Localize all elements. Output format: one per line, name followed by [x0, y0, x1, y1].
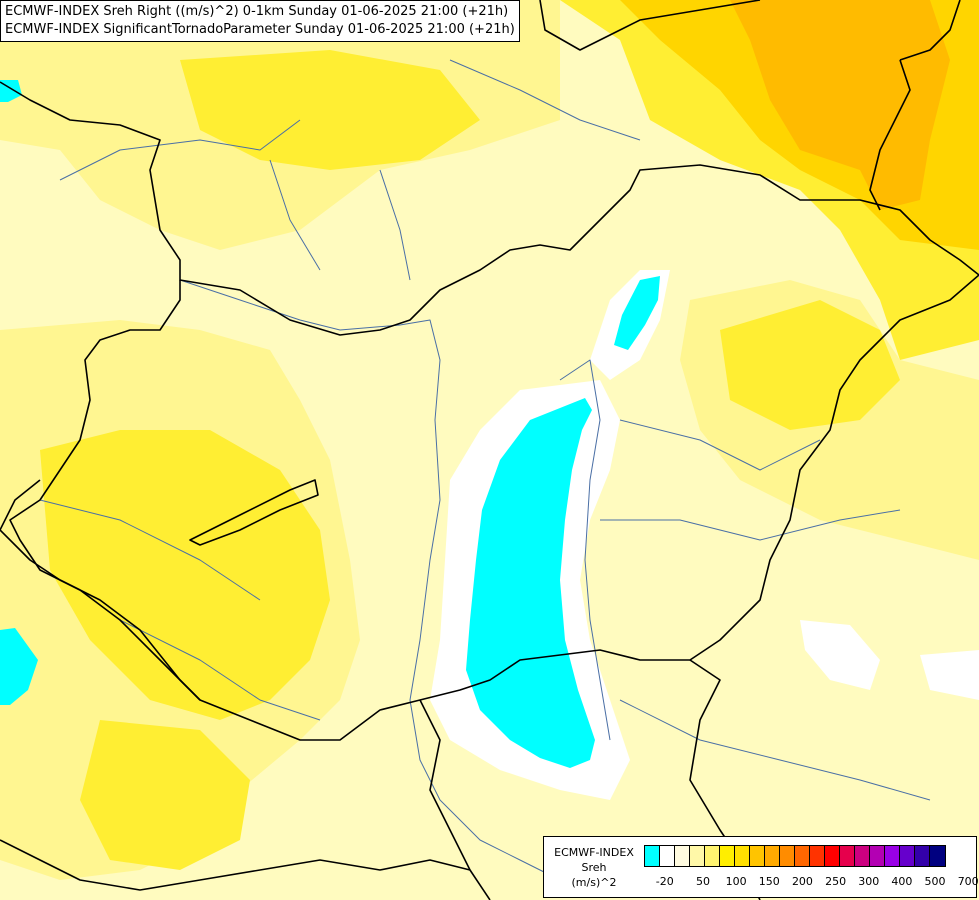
sreh-yellow-north: [180, 50, 480, 170]
legend-swatch-0: [645, 846, 660, 866]
river-north-1: [59, 119, 301, 181]
legend-source: ECMWF-INDEX: [554, 846, 634, 859]
legend-swatch-7: [750, 846, 765, 866]
sreh-orange-northeast: [730, 0, 950, 210]
legend-ticks: -20 50 100 150 200 250 300 400 500 700: [644, 875, 979, 889]
river-tisza: [559, 359, 611, 741]
border-south: [419, 699, 491, 900]
legend-tick-label: 500: [924, 875, 946, 888]
border-northeast: [869, 59, 911, 211]
legend-swatch-12: [825, 846, 840, 866]
border-west-southwest: [0, 529, 201, 701]
border-northeast-top: [899, 0, 961, 61]
border-hungary-south: [9, 274, 979, 741]
border-southwest: [0, 839, 471, 891]
legend-swatch-8: [765, 846, 780, 866]
river-north-4: [449, 59, 641, 141]
legend-swatch-13: [840, 846, 855, 866]
legend-swatch-18: [915, 846, 930, 866]
legend-tick-label: 300: [858, 875, 880, 888]
legend-tick-label: 50: [696, 875, 710, 888]
legend-tick-label: 100: [725, 875, 747, 888]
legend-unit: (m/s)^2: [571, 876, 617, 889]
river-south-1: [619, 699, 931, 801]
rivers: [39, 59, 931, 881]
sreh-yellow-southwest: [80, 720, 250, 870]
sreh-cyan-west: [0, 628, 38, 705]
legend-swatch-15: [870, 846, 885, 866]
river-east-2: [600, 509, 901, 541]
legend-swatch-16: [885, 846, 900, 866]
legend-swatch-2: [675, 846, 690, 866]
legend-swatch-1: [660, 846, 675, 866]
title-line-2: ECMWF-INDEX SignificantTornadoParameter …: [5, 22, 515, 37]
legend-label: ECMWF-INDEX Sreh (m/s)^2: [548, 845, 640, 890]
lake-balaton: [189, 479, 319, 546]
title-line-1: ECMWF-INDEX Sreh Right ((m/s)^2) 0-1km S…: [5, 4, 509, 19]
sreh-white-southeast: [800, 620, 880, 690]
legend-tick-label: 700: [957, 875, 979, 888]
river-west-1: [39, 499, 261, 601]
legend-colorbar: [644, 845, 946, 867]
river-danube: [179, 279, 561, 881]
legend-swatch-4: [705, 846, 720, 866]
legend-swatch-19: [930, 846, 945, 866]
map-title-box: ECMWF-INDEX Sreh Right ((m/s)^2) 0-1km S…: [0, 0, 520, 42]
legend-tick-label: 250: [825, 875, 847, 888]
legend-tick-label: 200: [791, 875, 813, 888]
legend-tick-label: -20: [655, 875, 674, 888]
legend-swatch-6: [735, 846, 750, 866]
border-west-edge: [0, 479, 41, 531]
legend-swatch-14: [855, 846, 870, 866]
river-north-2: [269, 159, 321, 271]
sreh-white-east-edge: [920, 650, 979, 700]
color-legend: ECMWF-INDEX Sreh (m/s)^2 -20 50 100 150 200 2…: [543, 836, 979, 898]
sreh-cyan-north: [614, 276, 660, 350]
sreh-fields: [0, 0, 979, 880]
river-north-3: [379, 169, 411, 281]
border-north-top: [539, 0, 761, 51]
legend-swatch-17: [900, 846, 915, 866]
border-north: [0, 81, 979, 336]
sreh-yellow-east: [720, 300, 900, 430]
legend-swatch-3: [690, 846, 705, 866]
legend-swatch-9: [780, 846, 795, 866]
legend-tick-label: 400: [891, 875, 913, 888]
legend-swatch-5: [720, 846, 735, 866]
sreh-cyan-main: [466, 398, 595, 768]
legend-swatch-10: [795, 846, 810, 866]
legend-swatch-11: [810, 846, 825, 866]
river-east-1: [619, 419, 821, 471]
legend-tick-label: 150: [758, 875, 780, 888]
river-west-2: [119, 619, 321, 721]
sreh-yellow-west: [40, 430, 330, 720]
legend-variable: Sreh: [581, 861, 607, 874]
